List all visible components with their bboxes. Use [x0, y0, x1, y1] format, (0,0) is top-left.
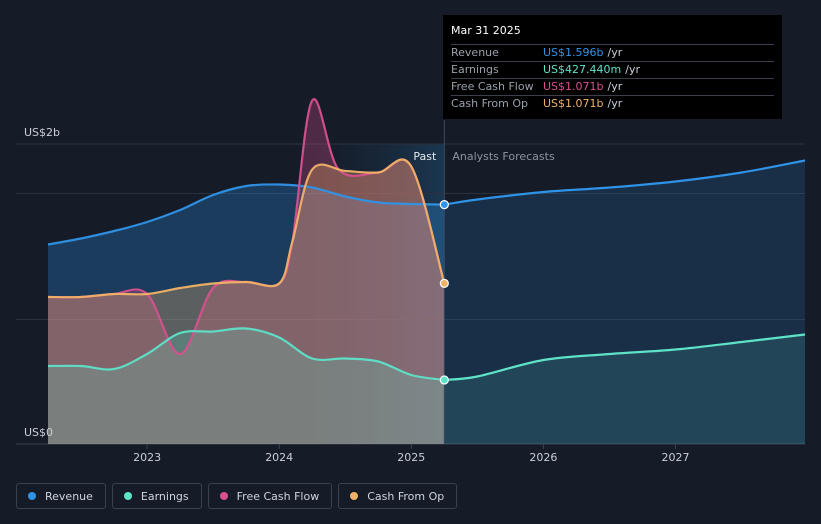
tooltip-unit: /yr [607, 80, 623, 93]
revenue-area-forecast [444, 160, 805, 444]
tooltip-row-revenue: Revenue US$1.596b /yr [451, 44, 774, 61]
earnings-line-past [47, 327, 445, 381]
legend-dot-icon [28, 492, 36, 500]
tooltip-value: US$1.071b [543, 80, 604, 93]
revenue-line-forecast [444, 159, 806, 206]
revenue-marker [439, 200, 449, 210]
revenue-line-past [47, 183, 445, 246]
legend-dot-icon [350, 492, 359, 500]
tooltip-unit: /yr [607, 97, 623, 110]
earnings-marker [439, 375, 449, 385]
past-label: Past [413, 150, 437, 163]
earnings-area-past [48, 328, 445, 444]
legend-label: Free Cash Flow [236, 489, 320, 503]
legend-dot-icon [123, 492, 132, 500]
legend-item-cash-from-op[interactable]: Cash From Op [338, 483, 458, 509]
tooltip-row-cash-from-op: Cash From Op US$1.071b /yr [451, 95, 774, 112]
legend-label: Cash From Op [367, 489, 445, 503]
tooltip-date: Mar 31 2025 [451, 24, 521, 37]
x-tick-label: 2025 [397, 451, 425, 464]
forecast-label: Analysts Forecasts [452, 150, 555, 163]
legend-label: Revenue [45, 489, 93, 503]
x-axis-ticks: 2023 2024 2025 2026 2027 [133, 444, 690, 464]
cash-from-op-marker [439, 278, 449, 288]
tooltip-value: US$1.596b [543, 46, 604, 59]
legend-label: Earnings [140, 489, 189, 503]
tooltip-row-earnings: Earnings US$427.440m /yr [451, 61, 774, 78]
hover-markers [439, 200, 449, 385]
legend-item-free-cash-flow[interactable]: Free Cash Flow [207, 483, 333, 509]
revenue-area-past [48, 184, 445, 444]
tooltip-value: US$427.440m [543, 63, 622, 76]
legend-dot-icon [219, 492, 228, 500]
tooltip-label: Earnings [451, 63, 499, 76]
x-tick-label: 2023 [133, 451, 161, 464]
tooltip-row-free-cash-flow: Free Cash Flow US$1.071b /yr [451, 78, 774, 95]
cash-from-op-area-past [48, 159, 445, 444]
legend-item-revenue[interactable]: Revenue [16, 483, 106, 509]
series-lines [47, 98, 806, 381]
tooltip-label: Revenue [451, 46, 499, 59]
tooltip-value: US$1.071b [543, 97, 604, 110]
tooltip-label: Cash From Op [451, 97, 529, 110]
tooltip-unit: /yr [607, 46, 623, 59]
legend-item-earnings[interactable]: Earnings [111, 483, 202, 509]
y-axis-top-label: US$2b [24, 126, 60, 139]
x-tick-label: 2027 [662, 451, 690, 464]
tooltip-unit: /yr [625, 63, 640, 76]
tooltip: Mar 31 2025 Revenue US$1.596b /yr Earnin… [443, 15, 782, 119]
legend: Revenue Earnings Free Cash Flow Cash Fro… [16, 483, 458, 509]
tooltip-label: Free Cash Flow [451, 80, 534, 93]
cash-from-op-line-past [47, 158, 446, 299]
earnings-line-forecast [444, 333, 806, 381]
y-axis-bottom-label: US$0 [24, 426, 53, 439]
x-tick-label: 2026 [529, 451, 557, 464]
x-tick-label: 2024 [265, 451, 293, 464]
